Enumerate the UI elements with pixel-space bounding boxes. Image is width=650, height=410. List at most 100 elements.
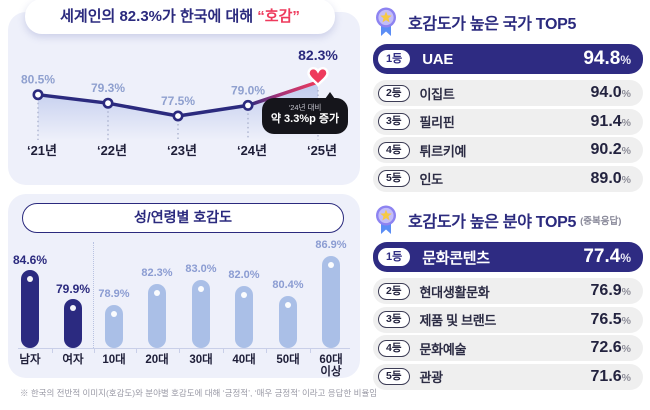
bar-value-label: 80.4% (272, 279, 304, 291)
top5-row: 5등 관광 71.6% (373, 363, 643, 390)
percent-sign: % (621, 286, 631, 298)
rank-badge: 1등 (378, 248, 411, 266)
bar-category-label: 10대 (102, 354, 126, 366)
top5-row: 2등 현대생활문화 76.9% (373, 278, 643, 304)
data-point (102, 97, 114, 109)
medal-badge-icon (376, 7, 396, 36)
entry-value: 94.0% (590, 84, 631, 101)
bar-여자 (64, 299, 82, 348)
rank-badge: 2등 (378, 84, 410, 102)
rank-badge: 2등 (378, 282, 410, 300)
percent-sign: % (621, 173, 631, 186)
entry-value: 91.4% (590, 112, 631, 130)
entry-name: 문화예술 (419, 341, 467, 357)
bar-value-label: 82.3% (141, 267, 173, 279)
point-value-label: 77.5% (161, 94, 195, 108)
entry-value: 94.8% (583, 48, 631, 69)
panel-world-favorability: 80.5% 79.3% 77.5% 79.0% 82.3% ‘21년 ‘22년 ‘23년 ‘24… (8, 0, 360, 185)
axis-baseline (18, 348, 350, 349)
bar-dot (111, 311, 117, 317)
percent-sign: % (621, 314, 631, 327)
bar-40대 (235, 286, 253, 348)
entry-value: 77.4% (583, 246, 631, 267)
percent-sign: % (621, 343, 631, 355)
rank-badge: 4등 (378, 339, 410, 357)
bar-dot (241, 292, 247, 298)
bar-category-label: 40대 (232, 354, 256, 366)
panel1-title-highlight: “호감” (257, 8, 300, 25)
axis-tick (266, 348, 267, 353)
percent-sign: % (620, 53, 631, 67)
bar-value-label: 86.9% (315, 239, 347, 251)
entry-value: 71.6% (590, 367, 631, 385)
bar-value-label: 83.0% (185, 263, 217, 275)
point-value-label: 80.5% (21, 73, 55, 87)
bar-dot (154, 290, 160, 296)
entry-value: 76.5% (590, 310, 631, 328)
axis-tick (51, 348, 53, 353)
axis-tick (93, 348, 95, 353)
top5-row: 1등 UAE 94.8% (373, 44, 643, 74)
data-point (172, 110, 184, 122)
percent-sign: % (621, 88, 631, 100)
bar-dot (328, 262, 334, 268)
top5-countries-section: 호감도가 높은 국가 TOP5 1등 UAE 94.8% 2등 이집트 94.0% 3등 필리… (373, 6, 643, 194)
bar-value-label: 79.9% (55, 282, 91, 296)
top5-row: 5등 인도 89.0% (373, 165, 643, 192)
entry-name: 필리핀 (419, 115, 455, 130)
trend-line (36, 92, 250, 118)
year-label: ‘22년 (97, 143, 127, 158)
entry-value: 90.2% (590, 141, 631, 158)
top5-fields-subtitle: (중복응답) (580, 216, 622, 227)
bar-dot (70, 305, 76, 311)
panel2-title: 성/연령별 호감도 (22, 203, 344, 233)
percent-sign: % (621, 116, 631, 129)
panel-gender-age: 성/연령별 호감도 84.6% 남자 79.9% 여자 78.9% 10대 82.3% 20대… (8, 194, 360, 378)
year-label: ‘21년 (27, 143, 57, 158)
entry-value: 89.0% (590, 169, 631, 187)
top5-fields-section: 호감도가 높은 분야 TOP5 (중복응답) 1등 문화콘텐츠 77.4% 2등 현대생… (373, 204, 643, 392)
annotation-line2: 약 3.3%p 증가 (270, 113, 340, 125)
top5-fields-title: 호감도가 높은 분야 TOP5 (408, 214, 577, 231)
point-value-label: 79.0% (231, 83, 265, 97)
axis-tick (135, 348, 137, 353)
bar-value-label: 78.9% (98, 288, 130, 300)
top5-countries-rows: 1등 UAE 94.8% 2등 이집트 94.0% 3등 필리핀 91.4% 4등 튀르키예 90.2… (373, 44, 643, 192)
rank-badge: 4등 (378, 141, 410, 159)
bar-10대 (105, 305, 123, 348)
top5-row: 4등 튀르키예 90.2% (373, 137, 643, 163)
entry-name: 이집트 (419, 86, 455, 102)
bar-category-label: 남자 (19, 354, 41, 366)
rank-badge: 5등 (378, 368, 410, 385)
top5-row: 4등 문화예술 72.6% (373, 335, 643, 361)
bar-category-label: 60대 이상 (319, 354, 343, 378)
bar-value-label: 84.6% (12, 253, 48, 267)
bar-category-label: 50대 (276, 354, 300, 366)
medal-badge-icon (376, 205, 396, 234)
bar-category-label: 여자 (62, 354, 84, 366)
bar-dot (198, 286, 204, 292)
top5-fields-rows: 1등 문화콘텐츠 77.4% 2등 현대생활문화 76.9% 3등 제품 및 브랜드 76.5%… (373, 242, 643, 390)
entry-name: UAE (422, 50, 454, 68)
gender-age-separator (93, 242, 94, 348)
year-label: ‘23년 (167, 143, 197, 158)
annotation-bubble: ‘24년 대비 약 3.3%p 증가 (262, 92, 348, 134)
axis-tick (309, 348, 311, 353)
percent-sign: % (620, 251, 631, 265)
heart-icon (307, 66, 329, 88)
data-point (242, 99, 254, 111)
year-label: ‘25년 (307, 143, 337, 158)
entry-name: 문화콘텐츠 (422, 249, 490, 267)
bar-category-label: 20대 (145, 354, 169, 366)
top5-countries-header: 호감도가 높은 국가 TOP5 (373, 6, 643, 38)
axis-tick (179, 348, 180, 353)
bar-dot (27, 276, 33, 282)
bar-30대 (192, 280, 210, 348)
bar-50대 (279, 296, 297, 348)
top5-countries-title: 호감도가 높은 국가 TOP5 (408, 16, 577, 33)
trend-line-highlight (246, 80, 320, 108)
panel1-title-text: 세계인의 82.3%가 한국에 대해 (60, 8, 258, 25)
year-label: ‘24년 (237, 143, 267, 158)
bar-60대 이상 (322, 256, 340, 348)
